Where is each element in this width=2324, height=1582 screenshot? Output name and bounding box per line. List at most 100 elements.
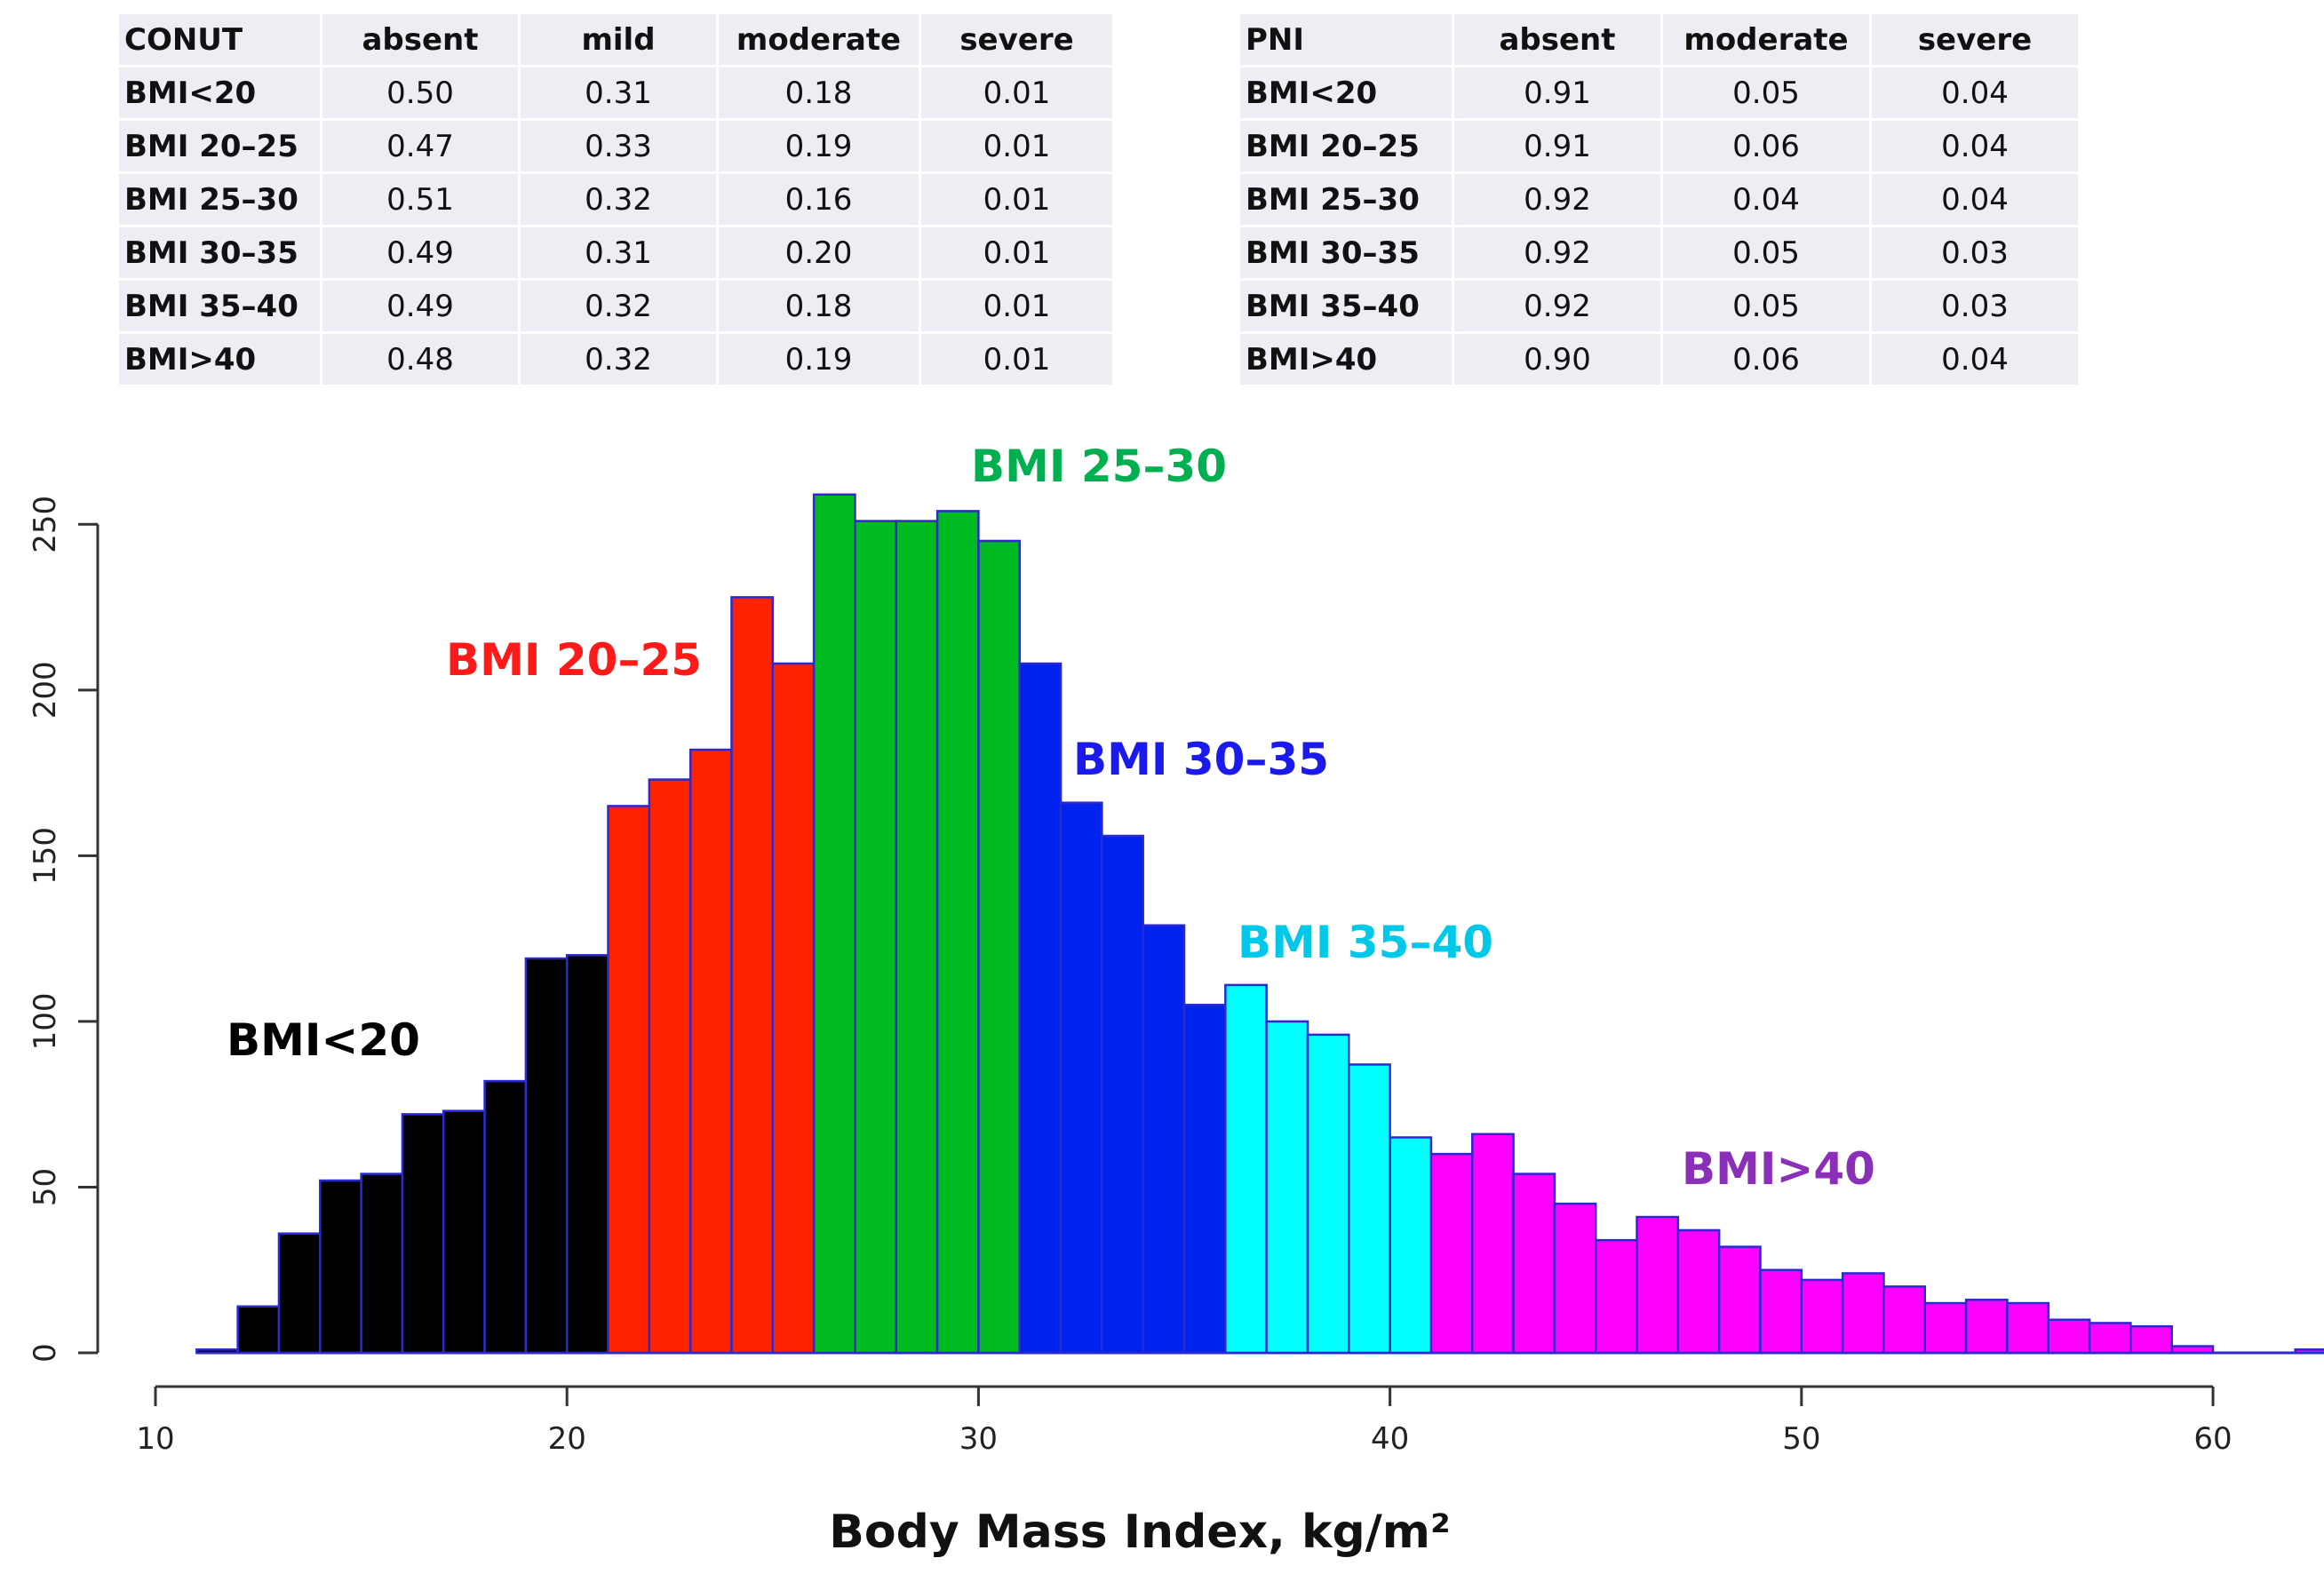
table-cell: 0.03 (1872, 227, 2078, 281)
table-cell: 0.18 (719, 281, 921, 334)
histogram-bar (1348, 1063, 1391, 1355)
histogram-bar (483, 1079, 528, 1355)
y-tick-label: 200 (28, 661, 63, 719)
table-row: BMI 25–30 0.51 0.32 0.16 0.01 (119, 174, 1112, 227)
table-cell: 0.01 (921, 281, 1112, 334)
table-cell: 0.01 (921, 227, 1112, 281)
table-cell: 0.04 (1663, 174, 1872, 227)
table-title: PNI (1240, 14, 1454, 68)
histogram-bar (1142, 924, 1186, 1355)
table-cell: 0.05 (1663, 68, 1872, 121)
table-cell: 0.19 (719, 334, 921, 387)
histogram-bar (1553, 1202, 1597, 1355)
table-title: CONUT (119, 14, 322, 68)
table-cell: 0.19 (719, 121, 921, 174)
series-labels-layer: BMI<20 BMI 20–25 BMI 25–30 BMI 30–35 BMI 35–… (227, 441, 1875, 1195)
histogram-bar (1636, 1215, 1680, 1355)
row-label: BMI<20 (1240, 68, 1454, 121)
histogram-bar (2006, 1301, 2050, 1355)
histogram-bar (1471, 1133, 1515, 1355)
table-cell: 0.32 (521, 334, 719, 387)
row-label: BMI<20 (119, 68, 322, 121)
histogram-bar (1429, 1152, 1474, 1355)
histogram-bar (1923, 1301, 1968, 1355)
histogram-bar (977, 539, 1021, 1355)
histogram-bar (1594, 1238, 1638, 1355)
table-row: BMI 30–35 0.92 0.05 0.03 (1240, 227, 2078, 281)
series-label: BMI 20–25 (446, 634, 702, 686)
y-tick-label: 50 (28, 1168, 63, 1206)
table-cell: 0.04 (1872, 174, 2078, 227)
histogram-bar (648, 778, 692, 1355)
column-header: severe (1872, 14, 2078, 68)
table-cell: 0.06 (1663, 121, 1872, 174)
column-header: mild (521, 14, 719, 68)
x-tick-label: 10 (136, 1421, 174, 1457)
table-cell: 0.06 (1663, 334, 1872, 387)
histogram-bar (1512, 1173, 1556, 1355)
table-cell: 0.92 (1454, 227, 1663, 281)
histogram-bar (1676, 1228, 1721, 1355)
histogram-bar (1717, 1245, 1762, 1355)
histogram-bar (1389, 1136, 1433, 1355)
histogram-bar (195, 1348, 239, 1355)
histogram-bar (935, 510, 980, 1355)
column-header: severe (921, 14, 1112, 68)
x-tick-label: 30 (959, 1421, 998, 1457)
table-cell: 0.20 (719, 227, 921, 281)
table-cell: 0.05 (1663, 227, 1872, 281)
row-label: BMI 25–30 (1240, 174, 1454, 227)
histogram-bar (607, 805, 651, 1355)
table-row: BMI 30–35 0.49 0.31 0.20 0.01 (119, 227, 1112, 281)
table-cell: 0.32 (521, 174, 719, 227)
x-tick-label: 40 (1371, 1421, 1409, 1457)
table-header-row: CONUT absent mild moderate severe (119, 14, 1112, 68)
bmi-histogram: 0 50 100 150 200 250 10 20 30 40 50 60 BMI<20 BMI 20… (28, 441, 2324, 1559)
row-label: BMI 35–40 (119, 281, 322, 334)
row-label: BMI 30–35 (1240, 227, 1454, 281)
histogram-bar (1800, 1278, 1844, 1355)
y-tick-label: 0 (28, 1343, 63, 1363)
row-label: BMI 25–30 (119, 174, 322, 227)
table-row: BMI 20–25 0.47 0.33 0.19 0.01 (119, 121, 1112, 174)
histogram-bar (2047, 1318, 2091, 1355)
table-cell: 0.47 (322, 121, 521, 174)
table-cell: 0.90 (1454, 334, 1663, 387)
histogram-bar (360, 1173, 404, 1355)
table-row: BMI 35–40 0.49 0.32 0.18 0.01 (119, 281, 1112, 334)
table-cell: 0.91 (1454, 121, 1663, 174)
table-row: BMI>40 0.48 0.32 0.19 0.01 (119, 334, 1112, 387)
conut-table: CONUT absent mild moderate severe BMI<20 0.50 0… (119, 14, 1112, 387)
bars-layer (195, 493, 2324, 1355)
histogram-bar (1101, 834, 1144, 1355)
table-cell: 0.03 (1872, 281, 2078, 334)
table-cell: 0.49 (322, 281, 521, 334)
histogram-bar (1964, 1299, 2009, 1355)
x-axis-title: Body Mass Index, kg/m² (829, 1506, 1450, 1559)
row-label: BMI 35–40 (1240, 281, 1454, 334)
histogram-bar (277, 1232, 322, 1355)
table-row: BMI 20–25 0.91 0.06 0.04 (1240, 121, 2078, 174)
histogram-bar (1841, 1272, 1885, 1355)
series-label: BMI 25–30 (971, 441, 1227, 492)
histogram-bar (442, 1109, 486, 1355)
histogram-bar (319, 1179, 362, 1355)
series-label: BMI 35–40 (1238, 917, 1493, 968)
histogram-bar (730, 596, 775, 1355)
table-cell: 0.91 (1454, 68, 1663, 121)
y-tick-label: 150 (28, 827, 63, 885)
series-label: BMI<20 (227, 1014, 420, 1066)
column-header: absent (1454, 14, 1663, 68)
histogram-bar (2170, 1345, 2215, 1355)
histogram-bar (1224, 983, 1268, 1355)
row-label: BMI 20–25 (1240, 121, 1454, 174)
histogram-bar (2294, 1348, 2324, 1355)
row-label: BMI>40 (1240, 334, 1454, 387)
column-header: moderate (719, 14, 921, 68)
axes-layer: 0 50 100 150 200 250 10 20 30 40 50 60 (28, 496, 2232, 1457)
histogram-bar (1018, 662, 1063, 1355)
table-cell: 0.04 (1872, 334, 2078, 387)
column-header: moderate (1663, 14, 1872, 68)
table-cell: 0.32 (521, 281, 719, 334)
table-cell: 0.04 (1872, 68, 2078, 121)
